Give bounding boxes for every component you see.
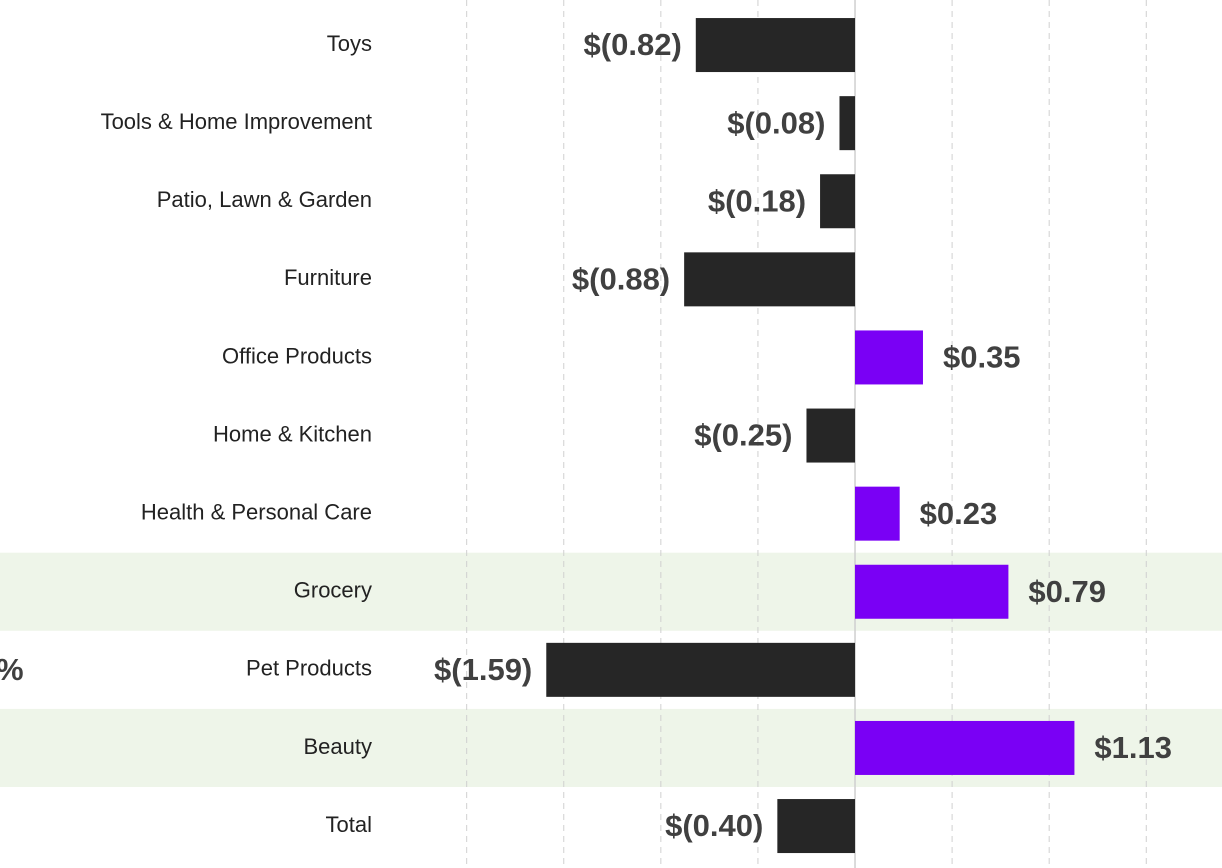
bar xyxy=(684,252,856,307)
category-label: Toys xyxy=(327,31,372,56)
category-label: Office Products xyxy=(222,343,372,368)
category-label: Health & Personal Care xyxy=(141,499,372,524)
bar xyxy=(820,174,856,229)
bar xyxy=(695,18,856,73)
value-label: $0.23 xyxy=(920,496,998,531)
bar xyxy=(855,720,1075,775)
value-label: $(1.59) xyxy=(434,652,532,687)
bar xyxy=(855,564,1009,619)
category-label: Total xyxy=(326,812,372,837)
value-label: $0.35 xyxy=(943,340,1021,375)
value-label: $(0.18) xyxy=(708,183,806,218)
bar xyxy=(855,486,900,541)
value-label: $(0.88) xyxy=(572,262,670,297)
category-label: Patio, Lawn & Garden xyxy=(157,187,372,212)
bar xyxy=(546,642,856,697)
category-label: Tools & Home Improvement xyxy=(101,109,372,134)
value-label: $(0.08) xyxy=(727,105,825,140)
category-label: Home & Kitchen xyxy=(213,421,372,446)
value-label: $(0.25) xyxy=(694,418,792,453)
category-label: Pet Products xyxy=(246,656,372,681)
bar xyxy=(855,330,923,385)
bar xyxy=(777,799,856,854)
row-highlight xyxy=(0,552,1222,631)
annotation: % xyxy=(0,652,24,687)
category-label: Beauty xyxy=(304,734,373,759)
category-label: Furniture xyxy=(284,265,372,290)
value-label: $0.79 xyxy=(1028,574,1106,609)
bar xyxy=(839,96,856,151)
marks: Toys $(0.82) Tools & Home Improvement $(0.0… xyxy=(101,18,1172,854)
value-label: $(0.40) xyxy=(665,808,763,843)
category-label: Grocery xyxy=(294,578,372,603)
value-label: $1.13 xyxy=(1094,730,1172,765)
value-label: $(0.82) xyxy=(584,27,682,62)
bar xyxy=(806,408,856,463)
